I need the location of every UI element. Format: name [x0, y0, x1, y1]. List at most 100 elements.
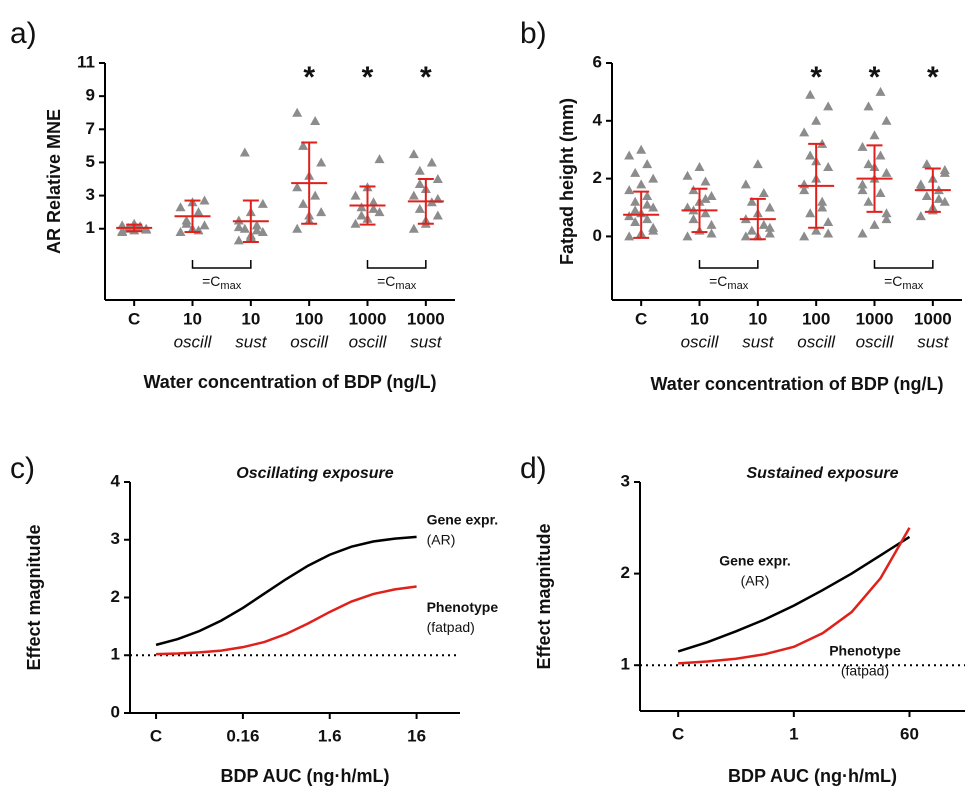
- y-tick-label: 9: [86, 86, 95, 105]
- data-point: [350, 218, 361, 228]
- data-point: [648, 173, 659, 183]
- x-tick-label: C: [128, 309, 140, 328]
- data-point: [875, 86, 886, 96]
- data-point: [799, 185, 810, 195]
- x-tick-label: 0.16: [226, 726, 259, 745]
- data-point: [915, 211, 926, 221]
- significance: *: [869, 61, 881, 94]
- data-point: [175, 227, 186, 237]
- data-point: [764, 228, 775, 238]
- data-point: [811, 115, 822, 125]
- bracket-label: =Cmax: [202, 273, 242, 292]
- data-point: [758, 188, 769, 198]
- data-point: [356, 202, 367, 212]
- bracket-label: =Cmax: [884, 273, 924, 292]
- data-point: [630, 167, 641, 177]
- panel-label: c): [10, 452, 35, 485]
- data-point: [817, 196, 828, 206]
- data-point: [694, 162, 705, 172]
- data-point: [630, 216, 641, 226]
- y-tick-label: 6: [593, 52, 602, 71]
- x-tick-sublabel: oscill: [174, 332, 213, 351]
- data-point: [298, 140, 309, 150]
- series-sublabel: (fatpad): [427, 619, 475, 635]
- data-point: [199, 195, 210, 205]
- x-tick-sublabel: oscill: [856, 332, 895, 351]
- series-label: Gene expr.: [427, 512, 499, 528]
- data-point: [374, 154, 385, 164]
- data-point: [758, 219, 769, 229]
- data-point: [624, 150, 635, 160]
- x-tick-label: 10: [183, 309, 202, 328]
- x-tick-sublabel: sust: [235, 332, 267, 351]
- panel-title: Sustained exposure: [746, 465, 898, 482]
- series-sublabel: (AR): [741, 573, 770, 589]
- data-point: [863, 101, 874, 111]
- x-tick-sublabel: oscill: [349, 332, 388, 351]
- data-point: [368, 203, 379, 213]
- series-sublabel: (AR): [427, 532, 456, 548]
- data-point: [811, 225, 822, 235]
- x-axis-label: Water concentration of BDP (ng/L): [650, 374, 943, 394]
- x-tick-label: 60: [900, 724, 919, 743]
- panel-label: a): [10, 17, 37, 50]
- y-axis-label: Fatpad height (mm): [557, 98, 577, 265]
- bracket-subscript: max: [220, 280, 241, 292]
- x-axis-label: Water concentration of BDP (ng/L): [143, 372, 436, 392]
- significance: *: [362, 61, 374, 94]
- data-point: [881, 208, 892, 218]
- panel-title: Oscillating exposure: [236, 465, 393, 482]
- data-point: [805, 150, 816, 160]
- panel-label: b): [520, 17, 547, 50]
- data-point: [682, 170, 693, 180]
- y-tick-label: 2: [593, 168, 602, 187]
- x-tick-sublabel: sust: [742, 332, 774, 351]
- data-point: [175, 202, 186, 212]
- panel-label: d): [520, 452, 547, 485]
- data-point: [869, 219, 880, 229]
- data-point: [233, 222, 244, 232]
- x-tick-label: 10: [748, 309, 767, 328]
- data-point: [915, 182, 926, 192]
- bracket: [191, 260, 252, 269]
- x-axis-label: BDP AUC (ng·h/mL): [221, 766, 390, 786]
- data-point: [875, 188, 886, 198]
- data-point: [648, 225, 659, 235]
- x-tick-label: 1000: [349, 309, 387, 328]
- data-point: [805, 89, 816, 99]
- data-point: [857, 179, 868, 189]
- x-tick-label: C: [635, 309, 647, 328]
- data-point: [740, 179, 751, 189]
- curve: [678, 527, 911, 665]
- data-point: [857, 141, 868, 151]
- data-point: [251, 220, 262, 230]
- x-tick-label: 1000: [914, 309, 952, 328]
- x-tick-label: 1000: [407, 309, 445, 328]
- x-tick-label: C: [672, 724, 684, 743]
- data-point: [624, 231, 635, 241]
- data-point: [706, 190, 717, 200]
- x-tick-sublabel: sust: [917, 332, 949, 351]
- bracket-label: =Cmax: [709, 273, 749, 292]
- x-tick-label: 16: [407, 726, 426, 745]
- data-point: [799, 127, 810, 137]
- data-point: [875, 150, 886, 160]
- significance: *: [420, 61, 432, 94]
- series-label: Phenotype: [427, 599, 499, 615]
- data-point: [823, 228, 834, 238]
- x-tick-label: 100: [802, 309, 830, 328]
- x-tick-sublabel: oscill: [797, 332, 836, 351]
- data-point: [700, 176, 711, 186]
- bracket-subscript: max: [727, 280, 748, 292]
- x-tick-label: 10: [241, 309, 260, 328]
- bracket: [698, 260, 759, 269]
- data-point: [292, 223, 303, 233]
- significance: *: [810, 61, 822, 94]
- x-tick-label: C: [150, 726, 162, 745]
- data-point: [746, 225, 757, 235]
- data-point: [181, 218, 192, 228]
- data-point: [881, 214, 892, 224]
- bracket-subscript: max: [902, 280, 923, 292]
- data-point: [939, 164, 950, 174]
- data-point: [408, 149, 419, 159]
